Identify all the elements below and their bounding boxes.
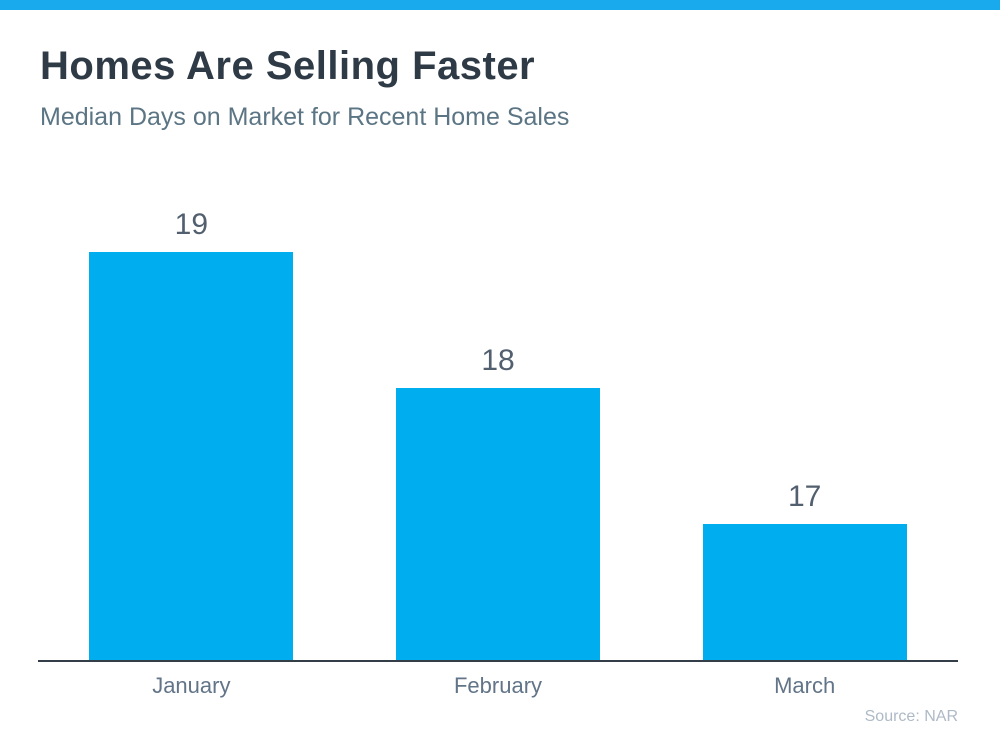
x-axis-label-february: February	[453, 673, 543, 698]
bar-january	[89, 252, 294, 660]
bar-group-march: 17	[651, 150, 958, 660]
brand-accent-strip	[0, 0, 1000, 10]
bar-group-january: 19	[38, 150, 345, 660]
bar-february	[396, 388, 600, 660]
x-axis-label-january: January	[152, 673, 231, 698]
plot-area: 19 18 17	[38, 150, 958, 662]
x-axis-labels: January February March	[38, 673, 958, 698]
x-axis-label-march: March	[774, 673, 836, 698]
bar-group-february: 18	[345, 150, 652, 660]
bar-value-label: 19	[174, 208, 209, 241]
page-subtitle: Median Days on Market for Recent Home Sa…	[40, 103, 570, 131]
chart-header: Homes Are Selling Faster Median Days on …	[40, 44, 960, 132]
page-title: Homes Are Selling Faster	[40, 44, 536, 88]
bar-value-label: 18	[481, 344, 515, 377]
bar-chart: 19 18 17 January February March	[38, 150, 958, 698]
bar-march	[702, 524, 907, 660]
bar-value-label: 17	[787, 480, 822, 513]
source-attribution: Source: NAR	[864, 708, 958, 725]
